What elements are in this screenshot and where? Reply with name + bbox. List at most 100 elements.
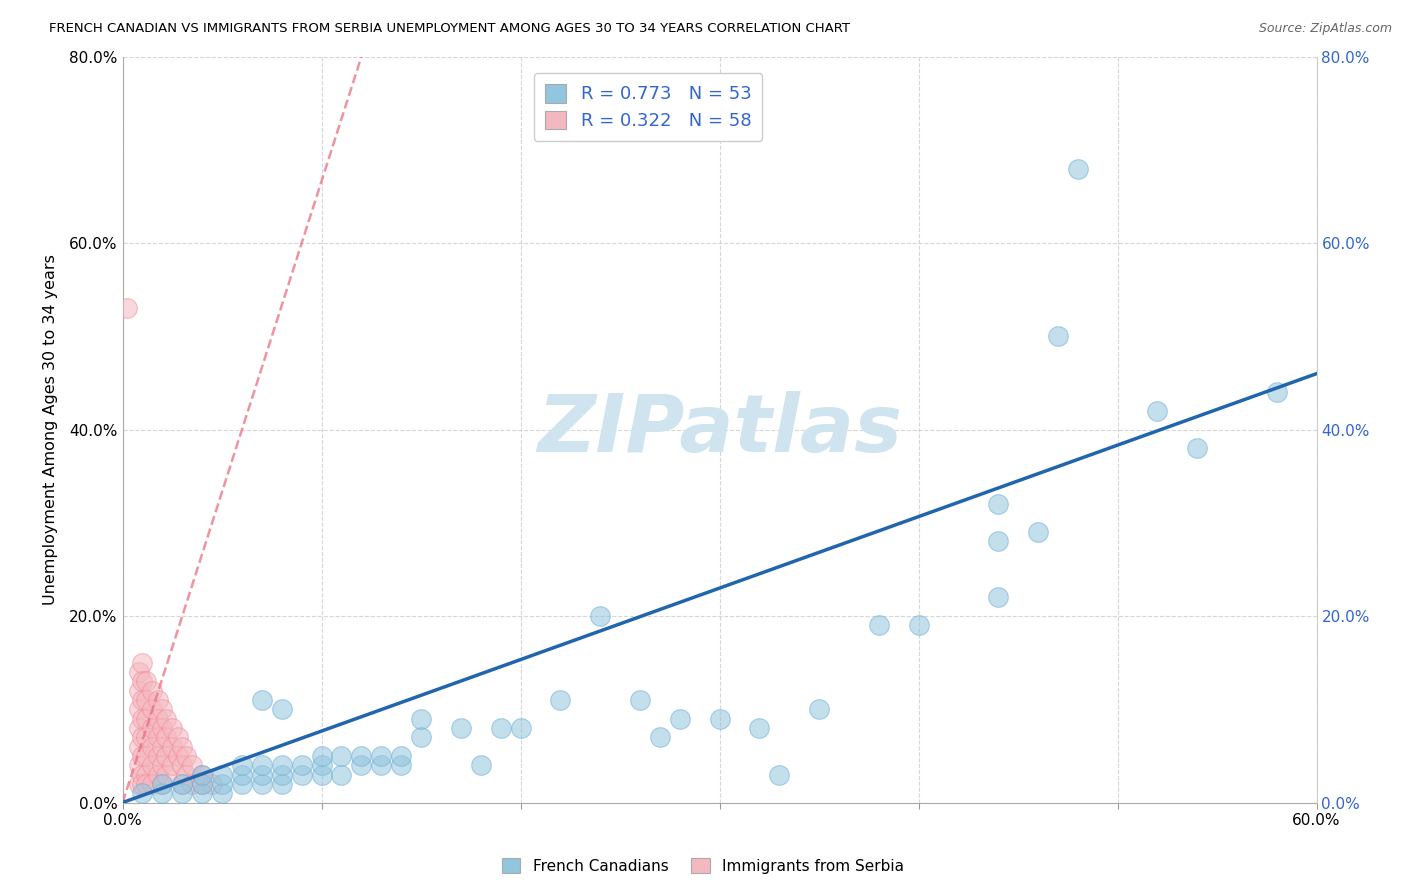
Point <box>150 777 173 791</box>
Point <box>174 748 197 763</box>
Point <box>115 301 138 316</box>
Point <box>162 739 184 754</box>
Legend: French Canadians, Immigrants from Serbia: French Canadians, Immigrants from Serbia <box>496 852 910 880</box>
Point <box>450 721 472 735</box>
Point <box>389 758 412 772</box>
Point <box>135 712 157 726</box>
Point <box>489 721 512 735</box>
Point <box>768 767 790 781</box>
Text: Source: ZipAtlas.com: Source: ZipAtlas.com <box>1258 22 1392 36</box>
Point <box>250 693 273 707</box>
Point <box>987 534 1010 549</box>
Point <box>191 767 214 781</box>
Point <box>311 758 333 772</box>
Point <box>231 767 253 781</box>
Point <box>131 656 153 670</box>
Text: FRENCH CANADIAN VS IMMIGRANTS FROM SERBIA UNEMPLOYMENT AMONG AGES 30 TO 34 YEARS: FRENCH CANADIAN VS IMMIGRANTS FROM SERBI… <box>49 22 851 36</box>
Point <box>131 777 153 791</box>
Point <box>150 739 173 754</box>
Point <box>311 748 333 763</box>
Point <box>135 693 157 707</box>
Point <box>128 758 150 772</box>
Point <box>211 777 233 791</box>
Point <box>211 786 233 800</box>
Point <box>141 739 163 754</box>
Point <box>128 683 150 698</box>
Point <box>141 683 163 698</box>
Point <box>409 731 432 745</box>
Point <box>155 712 177 726</box>
Point <box>270 702 292 716</box>
Point <box>270 777 292 791</box>
Point <box>150 702 173 716</box>
Point <box>201 777 224 791</box>
Point <box>155 748 177 763</box>
Point <box>330 748 353 763</box>
Point <box>172 777 194 791</box>
Point <box>1026 525 1049 540</box>
Point <box>141 758 163 772</box>
Point <box>1046 329 1069 343</box>
Point <box>131 748 153 763</box>
Point <box>174 767 197 781</box>
Point <box>191 786 214 800</box>
Point <box>148 748 170 763</box>
Point <box>150 721 173 735</box>
Point <box>907 618 929 632</box>
Point <box>131 693 153 707</box>
Point <box>509 721 531 735</box>
Point <box>141 777 163 791</box>
Point <box>987 497 1010 511</box>
Point <box>350 748 373 763</box>
Point <box>589 609 612 624</box>
Point <box>291 767 314 781</box>
Text: ZIPatlas: ZIPatlas <box>537 391 903 468</box>
Point <box>191 767 214 781</box>
Point <box>150 758 173 772</box>
Point <box>1185 442 1208 456</box>
Point <box>311 767 333 781</box>
Point <box>231 777 253 791</box>
Point <box>172 777 194 791</box>
Point <box>1265 385 1288 400</box>
Point <box>155 767 177 781</box>
Point <box>172 758 194 772</box>
Point <box>148 693 170 707</box>
Point <box>131 767 153 781</box>
Point <box>131 712 153 726</box>
Point <box>191 777 214 791</box>
Point <box>128 702 150 716</box>
Point <box>409 712 432 726</box>
Point <box>135 777 157 791</box>
Point <box>162 721 184 735</box>
Point <box>291 758 314 772</box>
Point <box>167 731 190 745</box>
Point <box>868 618 890 632</box>
Point <box>370 748 392 763</box>
Point <box>250 767 273 781</box>
Point <box>628 693 651 707</box>
Legend: R = 0.773   N = 53, R = 0.322   N = 58: R = 0.773 N = 53, R = 0.322 N = 58 <box>534 73 762 141</box>
Point <box>648 731 671 745</box>
Point <box>148 731 170 745</box>
Point <box>181 777 204 791</box>
Point <box>250 758 273 772</box>
Point <box>128 777 150 791</box>
Point <box>211 767 233 781</box>
Point <box>141 721 163 735</box>
Point <box>141 702 163 716</box>
Y-axis label: Unemployment Among Ages 30 to 34 years: Unemployment Among Ages 30 to 34 years <box>44 254 58 605</box>
Point <box>191 777 214 791</box>
Point <box>808 702 831 716</box>
Point <box>172 739 194 754</box>
Point <box>128 739 150 754</box>
Point <box>709 712 731 726</box>
Point <box>470 758 492 772</box>
Point <box>131 731 153 745</box>
Point <box>167 748 190 763</box>
Point <box>389 748 412 763</box>
Point <box>250 777 273 791</box>
Point <box>181 758 204 772</box>
Point <box>128 665 150 679</box>
Point <box>987 591 1010 605</box>
